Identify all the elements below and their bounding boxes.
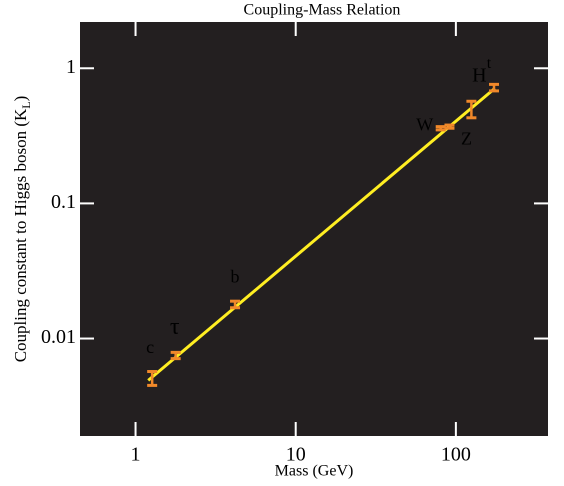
x-tick-label: 1 bbox=[131, 444, 141, 466]
y-axis-label-end: ) bbox=[11, 96, 30, 102]
chart-title: Coupling-Mass Relation bbox=[244, 2, 401, 19]
point-label: b bbox=[231, 266, 240, 286]
point-label: c bbox=[146, 337, 154, 357]
point-label: H bbox=[472, 65, 486, 87]
y-axis-label: Coupling constant to Higgs boson (KL) bbox=[11, 96, 33, 363]
x-tick-label: 100 bbox=[441, 444, 471, 466]
y-axis-label-main: Coupling constant to Higgs boson (K bbox=[11, 108, 30, 362]
point-label: Z bbox=[461, 129, 472, 149]
plot-area bbox=[80, 22, 548, 436]
point-label: τ bbox=[170, 314, 180, 340]
y-tick-label: 0.1 bbox=[51, 191, 76, 213]
y-axis-label-sub: L bbox=[19, 101, 33, 108]
y-tick-label: 1 bbox=[66, 56, 76, 78]
x-tick-label: 10 bbox=[286, 444, 306, 466]
x-axis-label: Mass (GeV) bbox=[275, 463, 354, 480]
y-tick-label: 0.01 bbox=[41, 326, 76, 348]
point-label: t bbox=[487, 55, 492, 72]
point-label: W bbox=[416, 114, 433, 134]
fit-line bbox=[147, 87, 496, 382]
